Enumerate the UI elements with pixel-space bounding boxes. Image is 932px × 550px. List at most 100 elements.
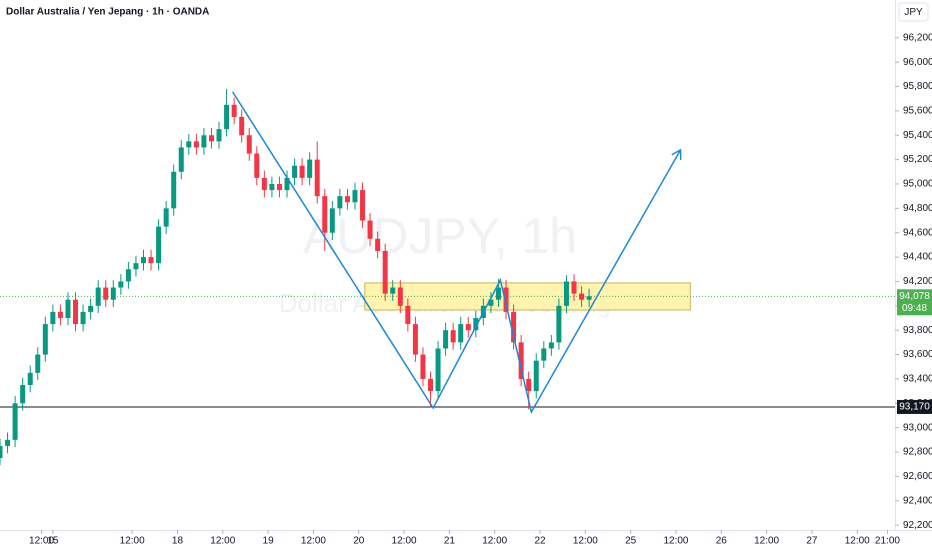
- candle-body: [171, 171, 177, 209]
- candle-body: [261, 177, 267, 191]
- candle-body: [50, 311, 56, 325]
- y-tick-label: 95,000: [903, 179, 932, 190]
- candle-body: [284, 177, 290, 191]
- candle-body: [518, 342, 524, 379]
- price-label-box: [897, 289, 932, 316]
- candle-body: [428, 378, 434, 392]
- y-tick-label: 94,200: [903, 276, 932, 287]
- chart-title: Dollar Australia / Yen Jepang · 1h · OAN…: [6, 7, 209, 18]
- x-tick-label: 21: [444, 536, 456, 547]
- candle-body: [412, 324, 418, 355]
- x-tick-label: 26: [716, 536, 728, 547]
- candle-body: [193, 141, 199, 148]
- x-tick-label: 18: [172, 536, 184, 547]
- candle-body: [208, 135, 214, 142]
- currency-label[interactable]: JPY: [904, 7, 923, 18]
- y-tick-label: 93,400: [903, 374, 932, 385]
- candle-body: [12, 403, 18, 440]
- x-tick-label: 12:00: [210, 536, 235, 547]
- price-label: 94,078: [899, 291, 930, 302]
- candle-body: [352, 190, 358, 203]
- candle-body: [201, 135, 207, 148]
- y-tick-label: 95,600: [903, 106, 932, 117]
- y-tick-label: 93,800: [903, 325, 932, 336]
- candle-body: [526, 378, 532, 392]
- x-tick-label: 12:00: [845, 536, 870, 547]
- y-tick-label: 94,400: [903, 252, 932, 263]
- x-tick-label: 12:00: [120, 536, 145, 547]
- candle-body: [465, 324, 471, 331]
- candle-body: [246, 135, 252, 154]
- y-tick-label: 95,800: [903, 81, 932, 92]
- candle-body: [533, 360, 539, 392]
- candle-body: [473, 318, 479, 331]
- x-tick-label: 12:00: [573, 536, 598, 547]
- candle-body: [0, 445, 3, 459]
- candle-body: [556, 305, 562, 343]
- y-tick-label: 92,200: [903, 520, 932, 531]
- y-tick-label: 92,400: [903, 495, 932, 506]
- candle-body: [360, 190, 366, 221]
- candle-body: [503, 287, 509, 312]
- support-label-box: [897, 399, 932, 414]
- candle-body: [382, 250, 388, 294]
- candle-body: [443, 330, 449, 349]
- y-tick-label: 93,000: [903, 422, 932, 433]
- candle-body: [103, 287, 109, 300]
- candle-body: [35, 354, 41, 373]
- candle-body: [239, 116, 245, 136]
- candle-body: [397, 287, 403, 306]
- candle-body: [5, 439, 11, 446]
- x-tick-label: 15: [47, 536, 59, 547]
- y-tick-label: 95,400: [903, 130, 932, 141]
- candle-body: [224, 104, 230, 130]
- y-tick-label: 96,200: [903, 32, 932, 43]
- x-tick-label: 12:00: [663, 536, 688, 547]
- candle-body: [254, 153, 260, 178]
- candle-body: [118, 281, 124, 288]
- x-tick-label: 21:00: [875, 536, 900, 547]
- candle-body: [548, 342, 554, 349]
- candle-body: [20, 385, 26, 404]
- candle-body: [73, 299, 79, 325]
- candle-body: [329, 208, 335, 233]
- candle-body: [216, 129, 222, 142]
- candle-body: [42, 324, 48, 355]
- candle-body: [563, 281, 569, 306]
- x-tick-label: 12:00: [754, 536, 779, 547]
- candle-body: [390, 287, 396, 294]
- watermark: AUDJPY, 1h: [303, 208, 577, 264]
- x-tick-label: 19: [263, 536, 275, 547]
- x-tick-label: 12:00: [482, 536, 507, 547]
- candle-body: [495, 287, 501, 300]
- candle-body: [163, 208, 169, 227]
- pattern-line: [231, 91, 682, 415]
- y-tick-label: 93,600: [903, 349, 932, 360]
- candle-body: [88, 305, 94, 312]
- arrow-head: [671, 148, 682, 160]
- candle-body: [57, 311, 63, 318]
- candle-body: [292, 165, 298, 178]
- candle-body: [420, 354, 426, 379]
- candle-body: [405, 305, 411, 325]
- x-tick-label: 20: [353, 536, 365, 547]
- x-tick-label: 12:00: [392, 536, 417, 547]
- currency-button[interactable]: [898, 2, 929, 22]
- x-tick-label: 27: [806, 536, 818, 547]
- candle-body: [586, 296, 592, 300]
- candle-body: [375, 238, 381, 251]
- candle-body: [269, 183, 275, 191]
- y-tick-label: 96,000: [903, 57, 932, 68]
- zone: [364, 282, 691, 311]
- y-tick-label: 95,200: [903, 154, 932, 165]
- candle-body: [141, 257, 147, 264]
- candle-body: [579, 293, 585, 300]
- candle-body: [156, 226, 162, 264]
- candle-body: [337, 196, 343, 209]
- candle-body: [488, 299, 494, 306]
- x-tick-label: 22: [534, 536, 546, 547]
- price-countdown: 09:48: [902, 303, 927, 314]
- candle-body: [511, 311, 517, 343]
